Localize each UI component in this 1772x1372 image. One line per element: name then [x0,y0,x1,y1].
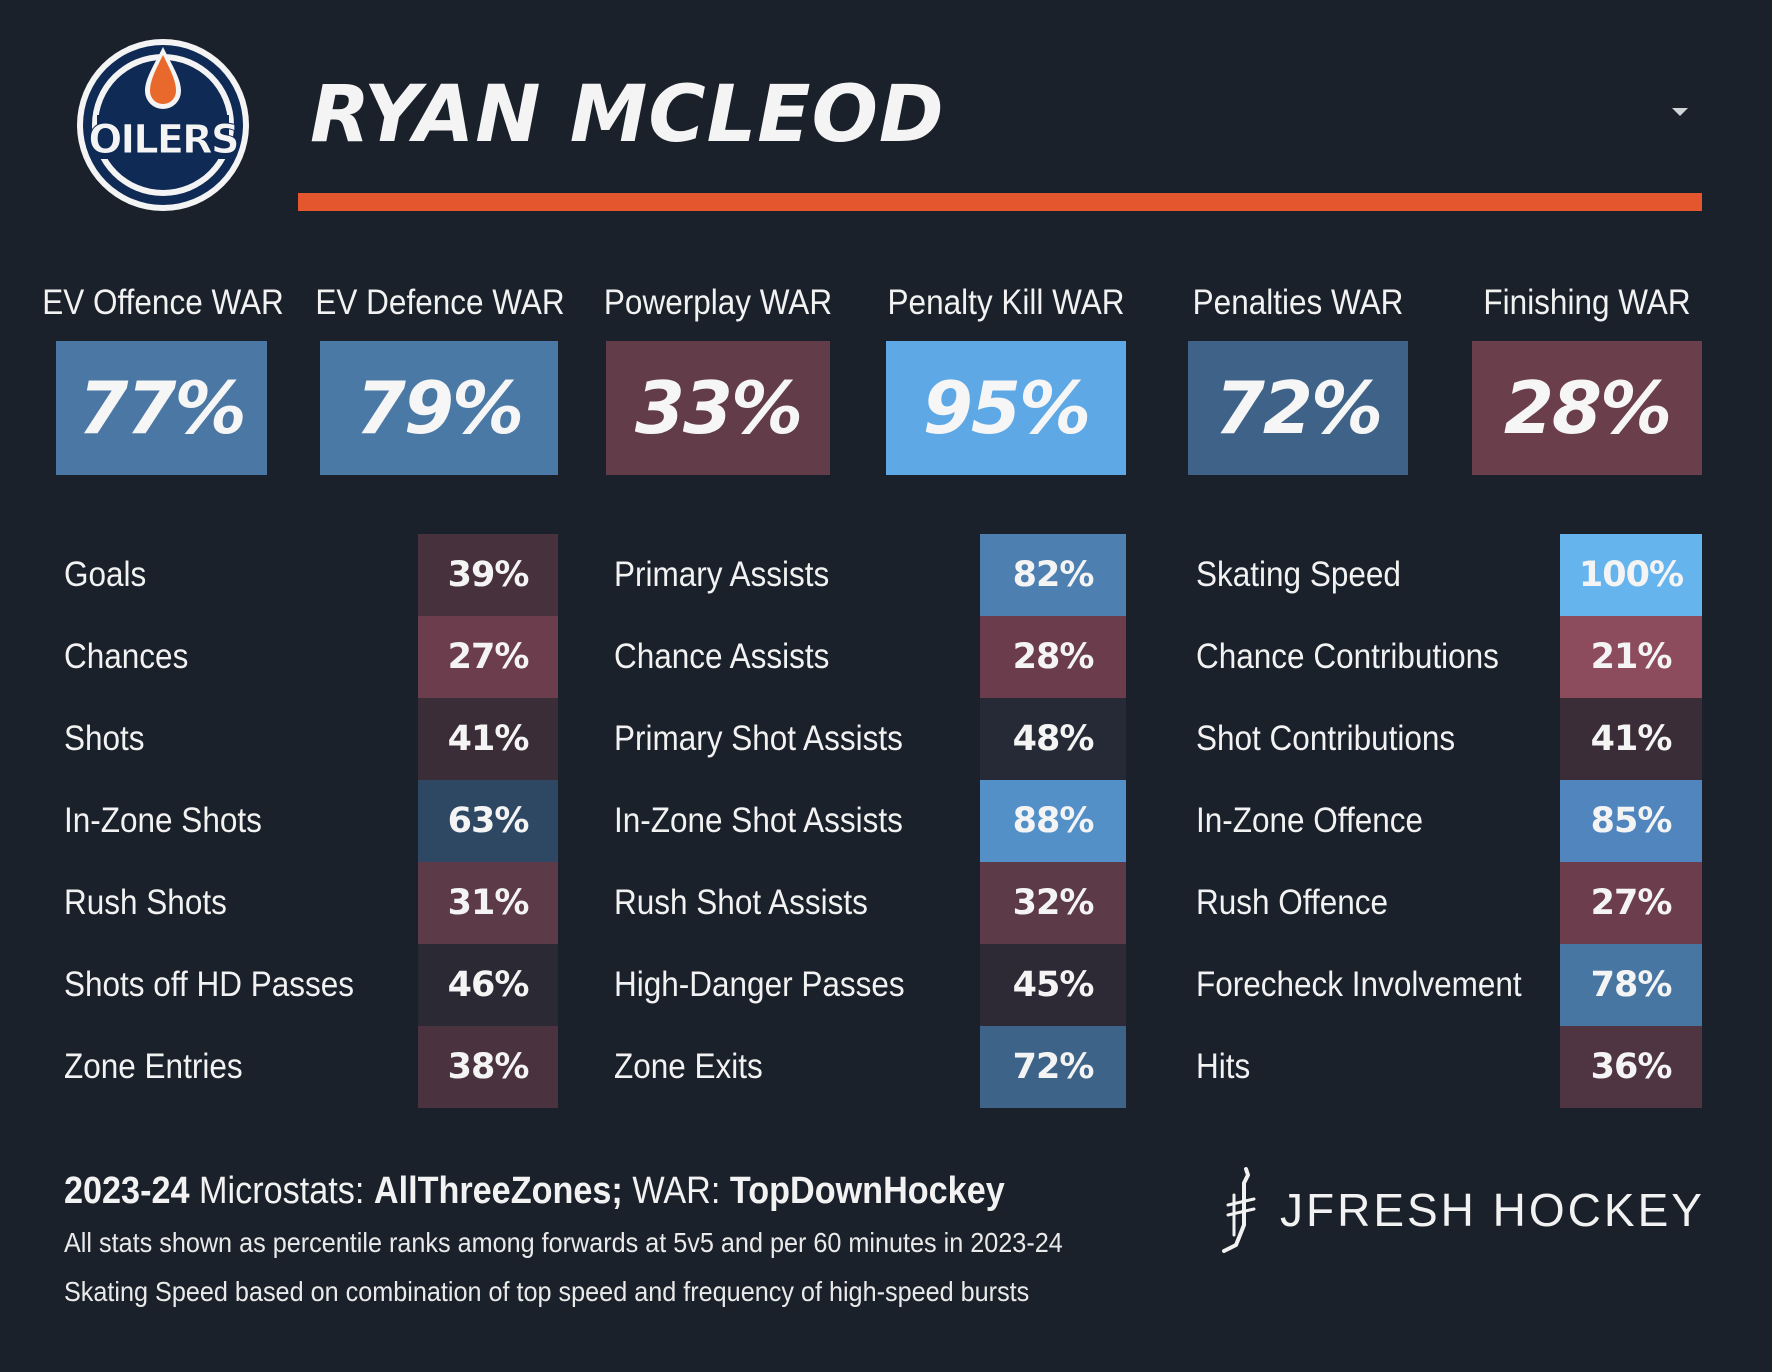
war-value: 33% [634,366,803,450]
war-label: Finishing WAR [1483,283,1691,322]
stat-label: In-Zone Offence [1196,801,1424,840]
footer-note-skating: Skating Speed based on combination of to… [64,1276,1030,1307]
stat-label: Hits [1196,1047,1251,1086]
stat-label: Goals [64,555,147,594]
footer-note-percentiles: All stats shown as percentile ranks amon… [64,1227,1063,1258]
stat-percentile-cell: 21% [1560,616,1702,698]
stat-percentile-cell: 27% [418,616,558,698]
war-tile: 79% [320,341,558,475]
war-tile: 77% [56,341,267,475]
stat-value: 41% [1590,719,1673,759]
stat-value: 46% [447,965,530,1005]
stat-percentile-cell: 31% [418,862,558,944]
oilers-logo-icon: OILERS [77,39,249,211]
stat-percentile-cell: 28% [980,616,1126,698]
stat-percentile-cell: 32% [980,862,1126,944]
stat-label: Shots [64,719,145,758]
stat-label: Forecheck Involvement [1196,965,1522,1004]
logo-text: OILERS [88,117,237,163]
stat-value: 39% [447,555,530,595]
war-value: 77% [78,366,246,450]
stat-value: 21% [1590,637,1673,677]
war-label: Penalties WAR [1192,283,1404,322]
stat-percentile-cell: 36% [1560,1026,1702,1108]
stat-percentile-cell: 88% [980,780,1126,862]
stat-label: Rush Shot Assists [614,883,868,922]
stat-percentile-cell: 48% [980,698,1126,780]
stat-value: 88% [1012,801,1095,841]
stat-label: Chances [64,637,189,676]
microstats-label: Microstats: [199,1170,365,1212]
stat-label: Primary Assists [614,555,830,594]
stat-percentile-cell: 82% [980,534,1126,616]
war-tile: 28% [1472,341,1702,475]
stat-value: 72% [1012,1047,1095,1087]
stat-value: 36% [1590,1047,1673,1087]
stat-value: 48% [1012,719,1095,759]
season-label: 2023-24 [64,1170,190,1212]
stat-label: High-Danger Passes [614,965,905,1004]
stat-percentile-cell: 85% [1560,780,1702,862]
stat-label: Rush Offence [1196,883,1389,922]
stat-percentile-cell: 46% [418,944,558,1026]
stat-label: Shots off HD Passes [64,965,355,1004]
stat-percentile-cell: 38% [418,1026,558,1108]
stat-label: Primary Shot Assists [614,719,903,758]
war-label: Penalty Kill WAR [887,283,1125,322]
war-value: 95% [922,366,1091,450]
war-tile: 72% [1188,341,1408,475]
stat-label: In-Zone Shots [64,801,262,840]
stat-value: 45% [1012,965,1095,1005]
stat-value: 27% [1590,883,1673,923]
stat-percentile-cell: 72% [980,1026,1126,1108]
war-label: EV Offence WAR [42,283,284,322]
stat-value: 31% [447,883,530,923]
war-label: EV Defence WAR [315,283,565,322]
stat-label: Chance Contributions [1196,637,1499,676]
stat-percentile-cell: 39% [418,534,558,616]
stat-percentile-cell: 41% [418,698,558,780]
stat-value: 32% [1012,883,1095,923]
microstats-source: AllThreeZones; [373,1170,623,1212]
war-value: 79% [355,366,524,450]
stat-label: Chance Assists [614,637,830,676]
stat-percentile-cell: 63% [418,780,558,862]
stat-value: 38% [447,1047,530,1087]
stat-value: 41% [447,719,530,759]
war-tile: 95% [886,341,1126,475]
stat-label: Shot Contributions [1196,719,1456,758]
footer-title: 2023-24 Microstats: AllThreeZones; WAR: … [64,1165,1005,1217]
player-name: RYAN MCLEOD [310,70,945,160]
stat-value: 78% [1590,965,1673,1005]
stat-value: 82% [1012,555,1095,595]
stat-label: Zone Entries [64,1047,243,1086]
war-source-label: WAR: [632,1170,721,1212]
stat-value: 28% [1012,637,1095,677]
stat-percentile-cell: 41% [1560,698,1702,780]
stat-label: In-Zone Shot Assists [614,801,903,840]
stat-percentile-cell: 100% [1560,534,1702,616]
war-value: 72% [1214,366,1383,450]
stat-label: Skating Speed [1196,555,1401,594]
stat-percentile-cell: 78% [1560,944,1702,1026]
stat-value: 100% [1578,555,1684,595]
stat-value: 85% [1590,801,1673,841]
war-source: TopDownHockey [729,1170,1005,1212]
war-tile: 33% [606,341,830,475]
stat-percentile-cell: 45% [980,944,1126,1026]
stat-label: Zone Exits [614,1047,763,1086]
war-label: Powerplay WAR [603,283,833,322]
title-underline [298,193,1702,211]
stat-percentile-cell: 27% [1560,862,1702,944]
jfresh-stick-icon [1222,1167,1256,1253]
caret-down-icon[interactable] [1672,108,1688,116]
stat-label: Rush Shots [64,883,227,922]
brand-name: JFRESH HOCKEY [1280,1184,1705,1236]
stat-value: 27% [447,637,530,677]
stat-value: 63% [447,801,530,841]
war-value: 28% [1503,366,1672,450]
